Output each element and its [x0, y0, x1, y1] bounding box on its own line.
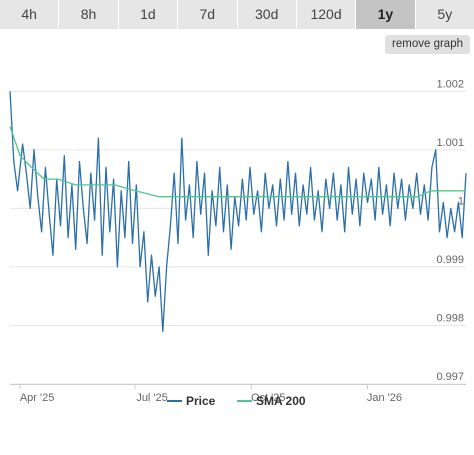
remove-graph-button[interactable]: remove graph [385, 35, 470, 54]
range-tab-7d[interactable]: 7d [178, 0, 238, 29]
y-tick-label: 1.002 [436, 78, 464, 90]
range-tab-5y[interactable]: 5y [437, 6, 453, 22]
y-tick-label: 0.999 [436, 254, 464, 266]
price-series-line [9, 91, 467, 332]
range-tab-120d[interactable]: 120d [297, 0, 357, 29]
range-tab-4h[interactable]: 4h [0, 0, 60, 29]
range-tabs: 4h 8h 1d 7d 30d 120d 1y 5y [0, 0, 474, 29]
range-tab-30d[interactable]: 30d [238, 0, 297, 29]
x-tick-label: Oct '25 [251, 392, 286, 404]
range-tab-1d[interactable]: 1d [119, 0, 179, 29]
legend-label: SMA 200 [256, 394, 306, 408]
x-tick-label: Apr '25 [20, 392, 55, 404]
y-tick-label: 0.998 [436, 312, 464, 324]
legend-label: Price [186, 394, 216, 408]
x-tick-label: Jul '25 [136, 392, 167, 404]
range-tab-8h[interactable]: 8h [59, 0, 119, 29]
range-tab-1y[interactable]: 1y [356, 0, 416, 29]
y-tick-label: 0.997 [436, 371, 464, 383]
sma-series-line [9, 126, 466, 198]
y-tick-label: 1.001 [436, 137, 464, 149]
y-tick-label: 1 [458, 195, 464, 207]
x-tick-label: Jan '26 [367, 392, 402, 404]
